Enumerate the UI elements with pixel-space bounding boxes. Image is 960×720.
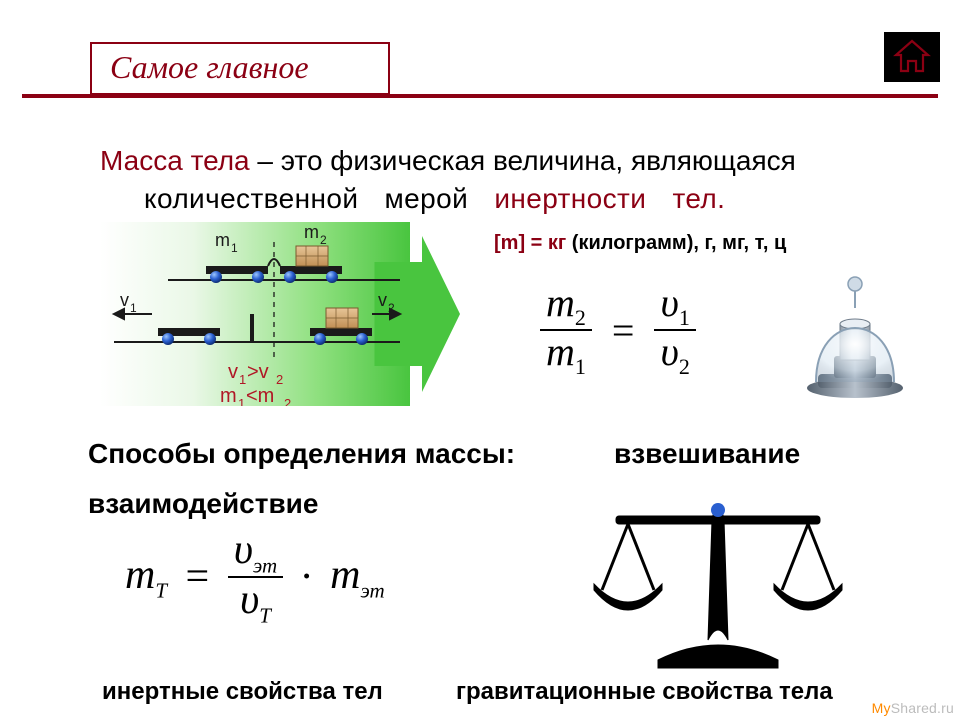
svg-text:v: v: [378, 290, 387, 310]
f2-vet-sub: эт: [253, 553, 277, 577]
svg-text:1: 1: [238, 396, 245, 406]
watermark-rest: Shared.ru: [891, 700, 954, 716]
inert-props-label: инертные свойства тел: [102, 678, 383, 706]
svg-text:m: m: [215, 230, 230, 250]
ratio-m2: m: [546, 280, 575, 325]
f2-vT: υ: [240, 577, 259, 623]
watermark: MyShared.ru: [872, 700, 954, 716]
balance-scale-icon: [588, 480, 848, 670]
f2-dot: ·: [294, 553, 320, 601]
svg-text:1: 1: [130, 301, 137, 315]
f2-met-sub: эт: [361, 579, 385, 603]
svg-text:2: 2: [284, 396, 291, 406]
ratio-eq: =: [602, 307, 645, 354]
f2-eq: =: [178, 553, 218, 601]
grav-props-label: гравитационные свойства тела: [456, 678, 833, 706]
svg-text:m: m: [220, 385, 237, 406]
ratio-v1-sub: 1: [679, 305, 690, 330]
svg-text:2: 2: [276, 372, 283, 387]
f2-vT-sub: T: [259, 604, 271, 628]
interaction-label: взаимодействие: [88, 488, 318, 520]
ratio-v2-sub: 2: [679, 354, 690, 379]
slide-title: Самое главное: [110, 49, 309, 85]
units-tail: (килограмм), г, мг, т, ц: [566, 232, 786, 254]
watermark-my: My: [872, 700, 891, 716]
f2-vet: υ: [234, 527, 253, 573]
svg-text:v: v: [120, 290, 129, 310]
svg-text:2: 2: [320, 233, 327, 247]
def-line2-pre: количественной мерой: [144, 183, 494, 214]
methods-label: Способы определения массы:: [88, 438, 515, 470]
units-line: [m] = кг (килограмм), г, мг, т, ц: [494, 232, 786, 255]
ratio-v2: υ: [660, 329, 678, 374]
formula-mt: mT = υэт υT · mэт: [125, 528, 385, 627]
carts-diagram: m 1 m 2: [100, 222, 480, 406]
definition: Масса тела – это физическая величина, яв…: [100, 142, 890, 218]
home-icon: [892, 39, 932, 75]
units-lhs: [m] = кг: [494, 232, 566, 254]
def-mass-term: Масса тела: [100, 145, 250, 176]
ratio-m1-sub: 1: [575, 354, 586, 379]
svg-text:2: 2: [388, 301, 395, 315]
home-button[interactable]: [884, 32, 940, 82]
weighing-label: взвешивание: [614, 438, 800, 470]
ratio-formula: m2 m1 = υ1 υ2: [540, 282, 696, 378]
header-rule: [22, 94, 938, 98]
kg-standard-icon: [800, 270, 910, 400]
svg-text:v: v: [228, 361, 238, 383]
svg-text:m: m: [304, 222, 319, 242]
ratio-v1: υ: [660, 280, 678, 325]
svg-text:<m: <m: [246, 385, 274, 406]
svg-text:1: 1: [231, 241, 238, 255]
slide: Самое главное Масса тела – это физическа…: [0, 0, 960, 720]
ratio-m2-sub: 2: [575, 305, 586, 330]
f2-mT-sub: T: [155, 579, 167, 603]
svg-text:>v: >v: [247, 361, 269, 383]
ratio-m1: m: [546, 329, 575, 374]
def-pre: – это физическая величина, являющаяся: [250, 145, 796, 176]
def-line2-red: инертности тел.: [494, 183, 725, 214]
title-box: Самое главное: [90, 42, 390, 95]
f2-mT: m: [125, 552, 155, 598]
f2-met: m: [330, 552, 360, 598]
